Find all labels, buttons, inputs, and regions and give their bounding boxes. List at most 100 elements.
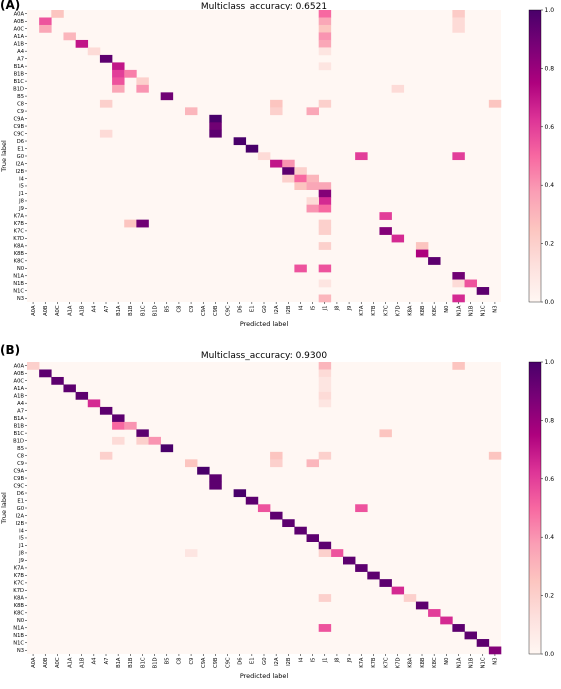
heatmap-cell: [355, 504, 368, 513]
heatmap-cell: [148, 436, 161, 445]
heatmap-cell: [318, 264, 332, 273]
heatmap-cell: [87, 47, 101, 56]
heatmap-cell: [415, 242, 429, 250]
y-tick-label: J8: [18, 551, 24, 557]
heatmap-cell: [270, 99, 283, 108]
heatmap-cell: [379, 429, 392, 438]
heatmap-cell: [330, 549, 344, 557]
y-tick-label: C8: [17, 453, 24, 459]
y-tick-label: K8A: [14, 244, 25, 250]
x-tick-label: N1B: [468, 657, 474, 668]
x-tick-label: N1C: [481, 305, 487, 316]
y-tick-label: A0B: [14, 371, 25, 377]
heatmap-cell: [428, 257, 441, 265]
panel-letter: (B): [0, 343, 20, 357]
colorbar-tick-label: 0.8: [545, 65, 555, 72]
heatmap-cell: [209, 481, 222, 490]
heatmap-cell: [464, 631, 477, 640]
heatmap-cell: [270, 511, 283, 520]
heatmap-cell: [318, 24, 332, 33]
x-tick-label: N3: [493, 658, 499, 665]
y-tick-label: B5: [17, 94, 24, 100]
y-tick-label: A1A: [14, 34, 25, 40]
y-tick-label: C8: [17, 101, 24, 107]
y-tick-label: K7B: [14, 221, 25, 227]
x-tick-label: B1C: [140, 657, 146, 668]
y-tick-label: B1D: [13, 438, 24, 444]
y-tick-label: C9: [17, 461, 24, 467]
y-tick-label: J9: [18, 558, 24, 564]
x-tick-label: I2A: [274, 305, 280, 314]
y-tick-label: N0: [17, 266, 24, 272]
heatmap-cell: [318, 10, 332, 18]
y-tick-label: C9C: [13, 483, 24, 489]
x-tick-label: B1A: [116, 657, 122, 668]
colorbar-tick-label: 0.8: [545, 417, 555, 424]
colorbar-tick-label: 0.2: [545, 593, 555, 600]
x-tick-label: K7C: [383, 305, 389, 316]
y-tick-label: K7C: [14, 229, 25, 235]
y-tick-label: A7: [17, 56, 24, 62]
heatmap-cell: [27, 362, 40, 370]
heatmap-cell: [185, 107, 198, 116]
heatmap-cell: [282, 167, 295, 176]
x-tick-label: N1A: [456, 657, 462, 668]
y-tick-label: K8B: [14, 603, 25, 609]
heatmap-cell: [391, 586, 405, 595]
y-tick-label: K7A: [14, 214, 25, 220]
heatmap-cell: [452, 10, 465, 18]
y-tick-label: B1A: [14, 416, 25, 422]
y-tick-label: N1B: [13, 633, 24, 639]
x-tick-label: D6: [237, 658, 243, 665]
y-tick-label: C9B: [14, 476, 25, 482]
heatmap-cell: [452, 624, 465, 632]
heatmap-cell: [209, 129, 222, 138]
x-tick-label: K7A: [359, 657, 365, 668]
heatmap-cell: [379, 227, 392, 235]
heatmap-cell: [391, 84, 405, 93]
x-tick-label: C8: [177, 306, 183, 313]
colorbar: [528, 361, 542, 655]
chart-title: Multiclass_accuracy: 0.9300: [201, 351, 327, 361]
heatmap-cell: [318, 369, 332, 378]
heatmap-cell: [136, 436, 149, 445]
heatmap-cell: [488, 646, 502, 655]
heatmap-cell: [318, 47, 332, 56]
heatmap-cell: [318, 227, 332, 235]
heatmap-cell: [488, 99, 502, 108]
x-tick-label: A1A: [67, 305, 73, 316]
heatmap-cell: [318, 197, 332, 205]
heatmap-cell: [318, 189, 332, 198]
heatmap-cell: [270, 451, 283, 460]
heatmap-cell: [270, 459, 283, 468]
heatmap-cell: [257, 152, 271, 161]
x-tick-label: A1B: [79, 657, 85, 668]
colorbar-tick-label: 0.6: [545, 124, 555, 131]
y-tick-label: B1A: [14, 64, 25, 70]
heatmap-cell: [99, 406, 113, 415]
y-tick-label: J9: [18, 206, 24, 212]
x-tick-label: N1B: [468, 305, 474, 316]
heatmap-cell: [160, 92, 174, 101]
panel-letter: (A): [0, 0, 20, 12]
x-tick-label: N0: [444, 306, 450, 313]
heatmap-cell: [440, 616, 453, 625]
x-tick-label: G0: [262, 306, 268, 313]
heatmap-cell: [452, 279, 465, 288]
heatmap-cell: [112, 77, 125, 86]
heatmap-cell: [112, 84, 125, 93]
heatmap-cell: [452, 152, 465, 161]
y-tick-label: J8: [18, 199, 24, 205]
heatmap-cell: [379, 579, 392, 587]
heatmap-cell: [318, 242, 332, 250]
x-tick-label: I2B: [286, 657, 292, 666]
heatmap-cell: [415, 601, 429, 610]
x-tick-label: K7B: [371, 657, 377, 668]
x-tick-label: A0C: [55, 305, 61, 316]
heatmap-cell: [257, 504, 271, 513]
colorbar-tick-label: 0.6: [545, 476, 555, 483]
heatmap-cell: [294, 174, 307, 183]
heatmap-cell: [306, 174, 319, 183]
y-tick-label: K7D: [13, 588, 24, 594]
